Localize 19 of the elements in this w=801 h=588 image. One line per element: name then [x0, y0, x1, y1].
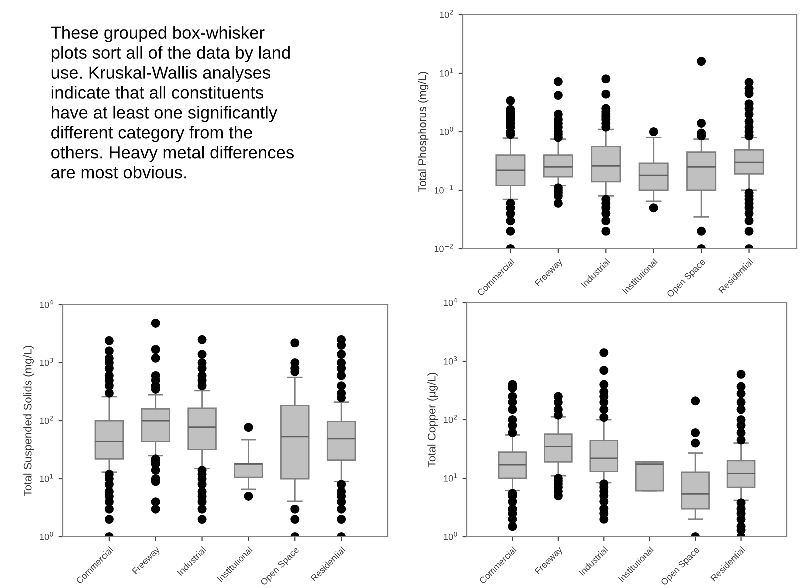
y-tick-label: 10$^{4}$ — [444, 298, 458, 306]
y-axis-title: Total Phosphorus (mg/L) — [418, 72, 429, 192]
y-tick-label: 10$^{1}$ — [40, 474, 54, 482]
y-tick-label: 10$^{−2}$ — [434, 244, 454, 252]
y-tick-label: 10$^{4}$ — [40, 300, 54, 308]
y-tick-label: 10$^{3}$ — [40, 358, 54, 366]
y-tick-label: 10$^{1}$ — [444, 474, 458, 482]
y-tick-label: 10$^{2}$ — [40, 416, 54, 424]
y-tick-label: 10$^{0}$ — [444, 532, 458, 540]
y-tick-label: 10$^{−1}$ — [434, 186, 454, 194]
y-tick-label: 10$^{2}$ — [440, 10, 454, 18]
y-tick-label: 10$^{2}$ — [444, 415, 458, 424]
y-tick-label: 10$^{3}$ — [444, 356, 458, 365]
text: These grouped box-whisker plots sort all of the data by land use. Kruskal-Wallis analyses indicate that all constituents have at least one significantly different category from the others. Heavy metal differences are most obvious. — [51, 26, 294, 179]
y-tick-label: 10$^{1}$ — [440, 68, 454, 77]
y-axis-title: Total Copper (µg/L) — [428, 373, 438, 468]
y-tick-label: 10$^{0}$ — [40, 532, 54, 540]
y-axis-title: Total Suspended Solids (mg/L) — [24, 346, 34, 496]
y-tick-label: 10$^{0}$ — [440, 127, 454, 136]
